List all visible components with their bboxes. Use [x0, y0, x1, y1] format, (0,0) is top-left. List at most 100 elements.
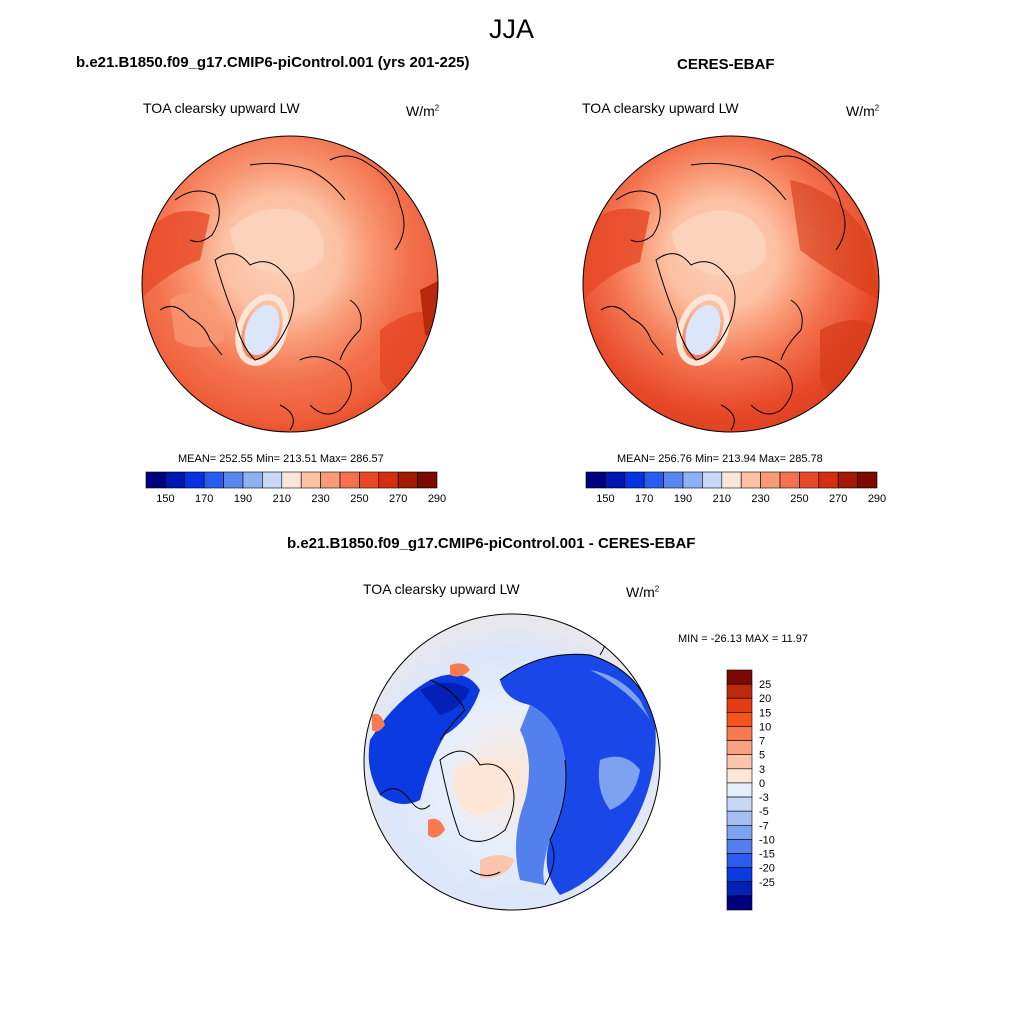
colorbar-label: 25 — [759, 679, 771, 691]
colorbar-swatch — [726, 782, 753, 798]
colorbar-swatch — [184, 471, 205, 489]
colorbar-swatch — [740, 471, 761, 489]
map-diff-features — [368, 624, 656, 895]
panel-3-units: W/m2 — [626, 584, 660, 600]
colorbar-label: 230 — [751, 493, 769, 505]
colorbar-label: 5 — [759, 750, 765, 762]
panel-1-title: b.e21.B1850.f09_g17.CMIP6-piControl.001 … — [76, 54, 470, 71]
colorbar-label: 170 — [195, 493, 213, 505]
panel-3-variable: TOA clearsky upward LW — [363, 581, 520, 597]
colorbar-swatch — [417, 471, 438, 489]
colorbar-swatch — [721, 471, 742, 489]
colorbar-swatch — [320, 471, 341, 489]
colorbar-swatch — [359, 471, 380, 489]
colorbar-swatch — [837, 471, 858, 489]
figure-title: JJA — [489, 14, 535, 44]
colorbar-label: 150 — [156, 493, 174, 505]
colorbar-swatch — [262, 471, 283, 489]
colorbar-label: 150 — [596, 493, 614, 505]
colorbar-label: 230 — [311, 493, 329, 505]
panel-2-stats: MEAN= 256.76 Min= 213.94 Max= 285.78 — [617, 453, 823, 465]
colorbar-swatch — [397, 471, 418, 489]
colorbar-swatch — [339, 471, 360, 489]
colorbar-swatch — [779, 471, 800, 489]
colorbar-swatch — [203, 471, 224, 489]
colorbar-label: -25 — [759, 877, 775, 889]
colorbar-label: 270 — [389, 493, 407, 505]
colorbar-label: 15 — [759, 707, 771, 719]
colorbar-swatch — [726, 683, 753, 699]
colorbar-swatch — [223, 471, 244, 489]
colorbar-swatch — [585, 471, 606, 489]
colorbar-swatch — [726, 796, 753, 812]
colorbar-swatch — [726, 895, 753, 911]
panel-1-variable: TOA clearsky upward LW — [143, 100, 300, 116]
colorbar-swatch — [726, 824, 753, 840]
colorbar-obs: 150 170 190 210 230 250 270 290 — [585, 471, 886, 505]
colorbar-label: 290 — [868, 493, 886, 505]
colorbar-label: 20 — [759, 693, 771, 705]
colorbar-swatch — [242, 471, 263, 489]
colorbar-swatch — [281, 471, 302, 489]
colorbar-label: -20 — [759, 863, 775, 875]
colorbar-swatch — [799, 471, 820, 489]
map-obs — [582, 135, 880, 433]
colorbar-label: 250 — [790, 493, 808, 505]
colorbar-swatch — [726, 867, 753, 883]
colorbar-label: 10 — [759, 721, 771, 733]
colorbar-label: 250 — [350, 493, 368, 505]
map-model — [141, 135, 439, 433]
colorbar-label: -3 — [759, 792, 769, 804]
colorbar-swatch — [857, 471, 878, 489]
colorbar-label: -7 — [759, 820, 769, 832]
colorbar-label: 190 — [234, 493, 252, 505]
colorbar-model: 150 170 190 210 230 250 270 290 — [145, 471, 446, 505]
colorbar-label: 190 — [674, 493, 692, 505]
panel-2-units: W/m2 — [846, 103, 880, 119]
colorbar-swatch — [378, 471, 399, 489]
colorbar-label: 170 — [635, 493, 653, 505]
colorbar-label: 0 — [759, 778, 765, 790]
map-obs-features — [583, 155, 879, 431]
colorbar-label: 3 — [759, 764, 765, 776]
colorbar-swatch — [760, 471, 781, 489]
colorbar-label: 210 — [273, 493, 291, 505]
colorbar-swatch — [726, 712, 753, 727]
colorbar-label: 270 — [829, 493, 847, 505]
colorbar-label: 7 — [759, 736, 765, 748]
panel-2-variable: TOA clearsky upward LW — [582, 100, 739, 116]
colorbar-swatch — [624, 471, 645, 489]
colorbar-swatch — [726, 881, 753, 897]
colorbar-swatch — [726, 810, 753, 826]
colorbar-swatch — [300, 471, 321, 489]
colorbar-swatch — [726, 853, 753, 868]
colorbar-swatch — [726, 740, 753, 756]
colorbar-label: -15 — [759, 849, 775, 861]
colorbar-swatch — [145, 471, 166, 489]
panel-1-stats: MEAN= 252.55 Min= 213.51 Max= 286.57 — [178, 453, 384, 465]
map-diff — [363, 613, 661, 911]
colorbar-swatch — [726, 669, 753, 685]
colorbar-swatch — [726, 697, 753, 713]
colorbar-swatch — [702, 471, 723, 489]
colorbar-diff: 25 20 15 10 7 5 3 0 -3 -5 -7 -10 -15 -20 -25 — [726, 669, 775, 911]
colorbar-swatch — [165, 471, 186, 489]
panel-1-units: W/m2 — [406, 103, 440, 119]
colorbar-label: -5 — [759, 806, 769, 818]
colorbar-label: 290 — [428, 493, 446, 505]
colorbar-swatch — [726, 726, 753, 741]
colorbar-swatch — [605, 471, 626, 489]
panel-3-title: b.e21.B1850.f09_g17.CMIP6-piControl.001 … — [287, 535, 696, 552]
colorbar-swatch — [818, 471, 839, 489]
panel-3-stats: MIN = -26.13 MAX = 11.97 — [678, 633, 809, 645]
panel-2-title: CERES-EBAF — [677, 56, 775, 73]
colorbar-swatch — [726, 768, 753, 784]
colorbar-swatch — [643, 471, 664, 489]
colorbar-swatch — [663, 471, 684, 489]
colorbar-label: -10 — [759, 834, 775, 846]
colorbar-swatch — [682, 471, 703, 489]
colorbar-label: 210 — [713, 493, 731, 505]
colorbar-swatch — [726, 754, 753, 770]
colorbar-swatch — [726, 839, 753, 854]
